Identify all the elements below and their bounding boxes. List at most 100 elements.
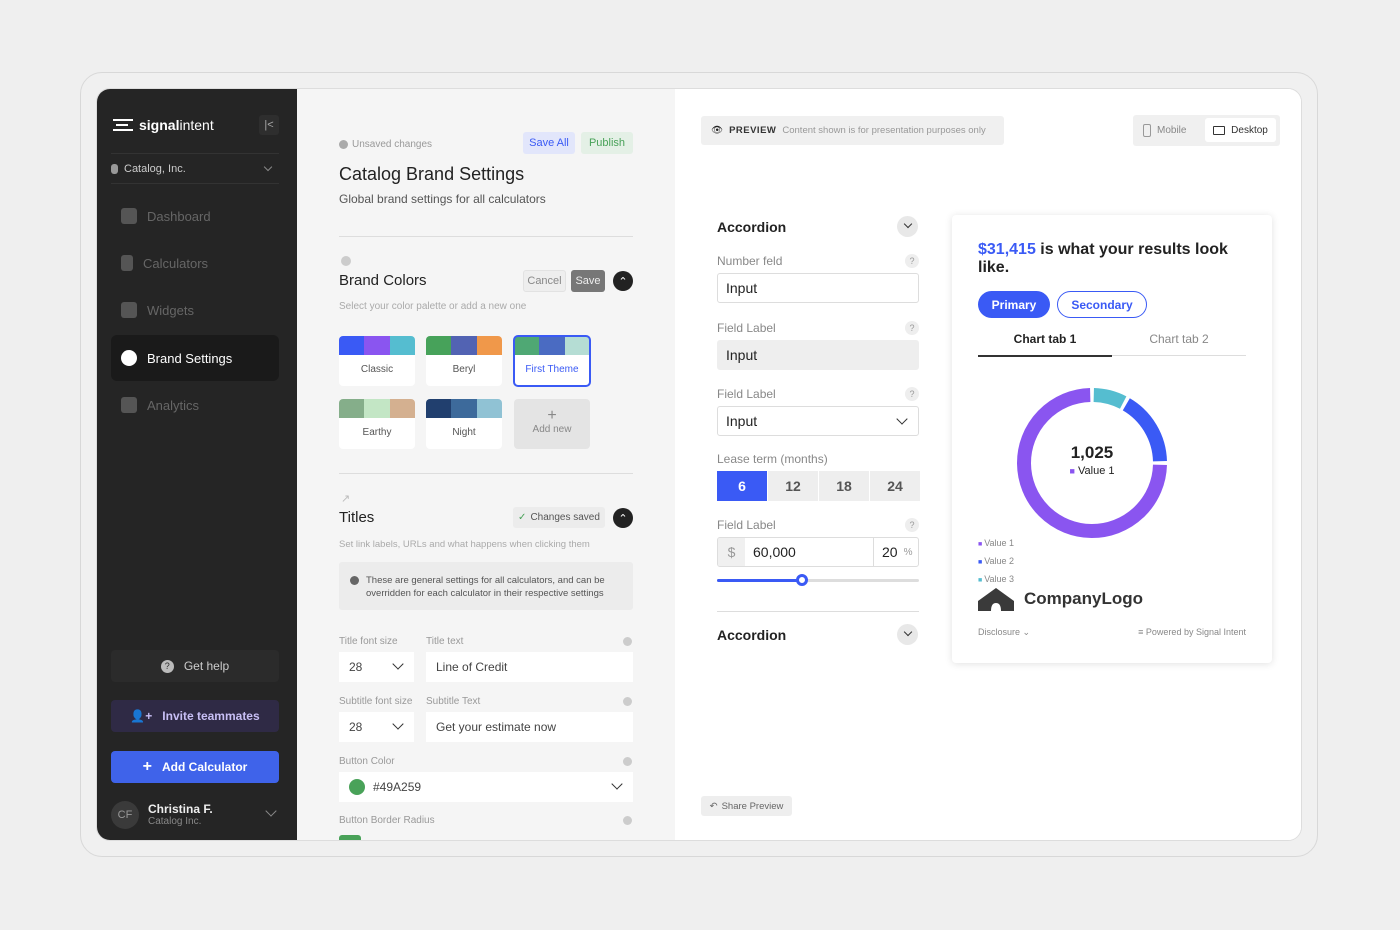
accordion-toggle[interactable]	[897, 216, 918, 237]
desktop-icon	[1213, 125, 1226, 135]
accordion-title: Accordion	[717, 627, 787, 643]
collapse-sidebar-button[interactable]: |<	[259, 115, 279, 135]
user-menu[interactable]: CF Christina F. Catalog Inc.	[111, 801, 279, 831]
sidebar-item-calculators[interactable]: Calculators	[111, 240, 279, 286]
tab-chart-2[interactable]: Chart tab 2	[1149, 332, 1209, 346]
desktop-button[interactable]: Desktop	[1205, 118, 1276, 142]
help-icon: ?	[905, 254, 919, 268]
color-swatch	[349, 779, 365, 795]
title-text-input[interactable]: Line of Credit	[426, 652, 633, 682]
number-field-label: Number feld	[717, 254, 783, 268]
palette-beryl[interactable]: Beryl	[426, 336, 502, 386]
lease-option-6[interactable]: 6	[717, 471, 767, 501]
signal-intent-icon: ≡	[1138, 627, 1144, 637]
preview-notice: Content shown is for presentation purpos…	[782, 125, 986, 136]
lease-option-12[interactable]: 12	[768, 471, 818, 501]
titles-title: Titles	[339, 509, 375, 526]
info-icon	[623, 697, 632, 706]
color-swatch	[426, 399, 452, 418]
share-preview-button[interactable]: ↶ Share Preview	[701, 796, 792, 816]
primary-button[interactable]: Primary	[978, 291, 1050, 318]
number-input[interactable]: Input	[717, 273, 919, 303]
button-color-select[interactable]: #49A259	[339, 772, 633, 802]
slider-fill	[717, 579, 802, 582]
amount-slider[interactable]	[717, 574, 919, 586]
palette-first-theme[interactable]: First Theme	[513, 335, 591, 387]
help-icon	[623, 757, 632, 766]
sidebar-item-label: Brand Settings	[147, 350, 233, 366]
collapse-brand-colors-button[interactable]: ⌃	[613, 271, 633, 291]
dropdown-input[interactable]: Input	[717, 406, 919, 436]
color-swatch	[539, 336, 565, 355]
invite-teammates-button[interactable]: 👤+ Invite teammates	[111, 700, 279, 732]
app-window: signalintent |< Catalog, Inc. Dashboard …	[96, 88, 1302, 841]
help-icon: ?	[905, 518, 919, 532]
subtitle-font-size-select[interactable]: 28	[339, 712, 414, 742]
input-value: Get your estimate now	[436, 720, 557, 734]
get-help-button[interactable]: ? Get help	[111, 650, 279, 682]
brand-name-light: intent	[179, 117, 214, 133]
sidebar-item-analytics[interactable]: Analytics	[111, 382, 279, 428]
sidebar-item-widgets[interactable]: Widgets	[111, 287, 279, 333]
subtitle-font-size-label: Subtitle font size	[339, 696, 413, 707]
sidebar-item-label: Calculators	[143, 255, 209, 271]
brand-colors-title: Brand Colors	[339, 272, 427, 289]
sidebar-item-dashboard[interactable]: Dashboard	[111, 193, 279, 239]
sidebar-item-brand-settings[interactable]: Brand Settings	[111, 335, 279, 381]
sidebar-item-label: Analytics	[147, 397, 200, 413]
lease-option-18[interactable]: 18	[819, 471, 869, 501]
sidebar-item-label: Widgets	[147, 302, 194, 318]
accordion-toggle[interactable]	[897, 624, 918, 645]
percent-value: 20	[882, 544, 898, 560]
add-calculator-button[interactable]: + Add Calculator	[111, 751, 279, 783]
donut-slice-value-1	[1017, 388, 1167, 538]
percent-sign: %	[903, 546, 913, 558]
disclosure-toggle[interactable]: Disclosure ⌄	[978, 627, 1030, 638]
tab-chart-1[interactable]: Chart tab 1	[978, 332, 1112, 357]
slider-thumb[interactable]	[795, 574, 808, 586]
save-button[interactable]: Save	[571, 270, 605, 292]
secondary-button[interactable]: Secondary	[1057, 291, 1147, 318]
publish-button[interactable]: Publish	[581, 132, 633, 154]
subtitle-text-label: Subtitle Text	[426, 696, 481, 707]
palette-name: Earthy	[362, 427, 392, 438]
device-toggle: Mobile Desktop	[1133, 115, 1280, 146]
powered-by-text: Powered by Signal Intent	[1145, 627, 1246, 637]
logo-icon	[113, 119, 133, 131]
preview-badge: PREVIEW	[729, 125, 777, 136]
mobile-button[interactable]: Mobile	[1143, 121, 1186, 139]
palette-earthy[interactable]: Earthy	[339, 399, 415, 449]
palette-icon	[341, 256, 351, 266]
color-swatch	[339, 336, 365, 355]
lease-option-24[interactable]: 24	[870, 471, 920, 501]
title-font-size-select[interactable]: 28	[339, 652, 414, 682]
user-name: Christina F.	[148, 802, 213, 816]
org-selector[interactable]: Catalog, Inc.	[111, 153, 279, 184]
collapse-titles-button[interactable]: ⌃	[613, 508, 633, 528]
palette-swatches	[339, 336, 415, 355]
add-palette-button[interactable]: + Add new	[514, 399, 590, 449]
palette-swatches	[426, 399, 502, 418]
legend-label: Value 2	[984, 556, 1015, 566]
color-swatch	[564, 336, 590, 355]
button-label: Share Preview	[721, 800, 784, 812]
save-all-button[interactable]: Save All	[523, 132, 575, 154]
subtitle-text-input[interactable]: Get your estimate now	[426, 712, 633, 742]
palette-classic[interactable]: Classic	[339, 336, 415, 386]
accordion-title: Accordion	[717, 219, 787, 235]
share-icon: ↶	[709, 800, 718, 812]
sidebar: signalintent |< Catalog, Inc. Dashboard …	[97, 89, 297, 840]
select-value: #49A259	[373, 780, 422, 794]
amount-input[interactable]: $ 60,000 20%	[717, 537, 919, 567]
result-text: is what your results look like.	[978, 241, 1228, 276]
percent-input[interactable]: 20%	[873, 538, 912, 566]
plus-icon: +	[547, 407, 557, 424]
select-value: Input	[726, 413, 758, 429]
palette-swatches	[339, 399, 415, 418]
disabled-input[interactable]: Input	[717, 340, 919, 370]
palette-night[interactable]: Night	[426, 399, 502, 449]
legend-label: Value 3	[984, 574, 1015, 584]
help-icon	[623, 816, 632, 825]
cancel-button[interactable]: Cancel	[523, 270, 566, 292]
input-value: Line of Credit	[436, 660, 508, 674]
